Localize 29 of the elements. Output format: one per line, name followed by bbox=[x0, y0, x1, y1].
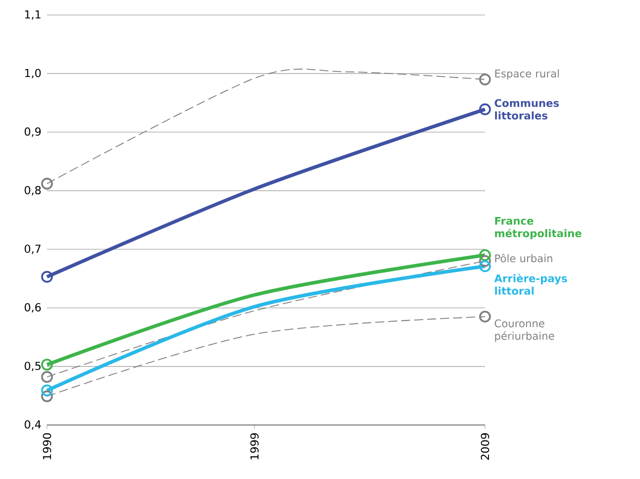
y-tick-label: 0,7 bbox=[24, 244, 41, 254]
y-tick-label: 0,9 bbox=[24, 127, 41, 137]
y-tick-label: 0,4 bbox=[24, 420, 41, 430]
point bbox=[41, 178, 53, 190]
y-tick-label: 0,5 bbox=[24, 362, 41, 372]
x-tick-label: 1999 bbox=[250, 433, 259, 460]
series-label: Couronne périurbaine bbox=[494, 319, 554, 342]
y-tick-label: 0,6 bbox=[24, 303, 41, 313]
series-label: Arrière-pays littoral bbox=[494, 274, 567, 295]
point bbox=[479, 103, 491, 116]
point bbox=[41, 390, 53, 402]
point bbox=[479, 74, 491, 86]
y-tick-label: 1,1 bbox=[25, 10, 40, 20]
y-tick-label: 1,0 bbox=[25, 68, 41, 78]
series-label: Espace rural bbox=[495, 69, 559, 80]
series-label: Pôle urbain bbox=[495, 254, 552, 262]
point bbox=[41, 358, 53, 371]
series-label: Communes littorales bbox=[494, 99, 559, 120]
point bbox=[41, 384, 53, 396]
point bbox=[479, 310, 491, 323]
y-tick-label: 0,8 bbox=[24, 186, 41, 196]
point bbox=[479, 260, 491, 272]
point bbox=[41, 270, 53, 283]
x-tick-label: 1990 bbox=[42, 433, 52, 460]
point bbox=[41, 371, 53, 383]
x-tick-label: 2009 bbox=[480, 433, 490, 460]
series-label: France métropolitaine bbox=[495, 216, 582, 240]
point bbox=[479, 249, 491, 262]
point bbox=[479, 255, 491, 267]
